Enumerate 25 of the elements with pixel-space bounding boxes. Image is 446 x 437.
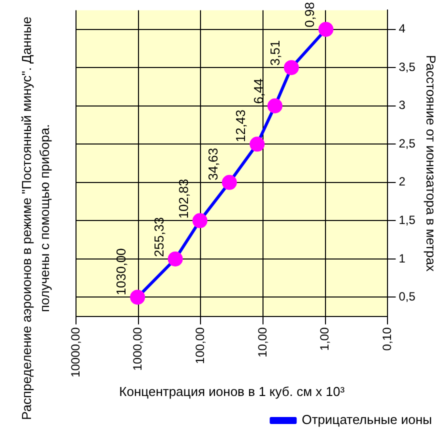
annotation: 0,98 bbox=[302, 2, 317, 28]
y-tick-label: 2 bbox=[398, 174, 406, 189]
x-tick-label: 1000,00 bbox=[130, 327, 145, 371]
y-tick-label: 1 bbox=[398, 251, 406, 266]
annotation: 102,83 bbox=[176, 178, 192, 219]
y-tick-label: 1,5 bbox=[398, 212, 416, 227]
annotation: 1030,00 bbox=[114, 248, 129, 296]
y-axis-title: Расстояние от ионизатора в метрах bbox=[424, 55, 439, 272]
y-tick-label: 3 bbox=[398, 98, 406, 112]
annotation: 12,43 bbox=[233, 110, 248, 142]
annotation: 34,63 bbox=[205, 148, 220, 180]
x-axis-title: Концентрация ионов в 1 куб. см х 10³ bbox=[119, 384, 346, 399]
x-tick-label: 1,00 bbox=[318, 327, 332, 351]
y-tick-label: 3,5 bbox=[398, 60, 416, 74]
y-tick-label: 4 bbox=[398, 22, 406, 36]
x-tick-label: 10,00 bbox=[255, 327, 270, 358]
annotation: 255,33 bbox=[151, 217, 166, 257]
y-tick-label: 0,5 bbox=[398, 290, 416, 304]
x-tick-label: 10000,00 bbox=[68, 327, 82, 378]
x-tick-label: 100,00 bbox=[193, 327, 207, 364]
annotation: 3,51 bbox=[267, 40, 282, 66]
legend-label: Отрицательные ионы bbox=[302, 412, 432, 428]
y-tick-label: 2,5 bbox=[398, 136, 416, 150]
x-tick-label: 0,10 bbox=[380, 327, 394, 351]
text: Распределение аэроионов в режиме "Постоянный минус". Данные получены с помощью прибора. bbox=[19, 16, 52, 420]
